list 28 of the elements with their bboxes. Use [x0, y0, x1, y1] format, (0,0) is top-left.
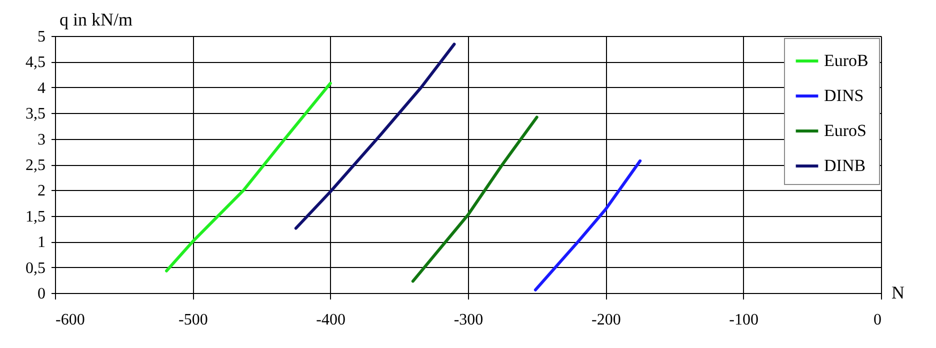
y-tick-label: 0	[38, 286, 46, 302]
legend-label: EuroS	[824, 121, 866, 140]
y-axis-title: q in kN/m	[60, 10, 133, 30]
y-tick-label: 0,5	[26, 260, 46, 277]
y-tick-label: 2,5	[26, 157, 46, 174]
line-series	[411, 116, 538, 283]
y-tick-label: 4,5	[26, 54, 46, 72]
legend-label: EuroB	[824, 51, 868, 70]
x-tick-label: -200	[592, 312, 621, 328]
line-series	[294, 42, 456, 230]
y-tick-label: 4	[38, 80, 46, 97]
x-axis-title: N	[892, 282, 904, 302]
x-tick-label: -600	[56, 312, 85, 328]
line-series	[534, 159, 642, 292]
y-tick-label: 1	[38, 234, 46, 252]
y-tick-label: 5	[38, 28, 46, 46]
x-tick-label: -400	[316, 312, 346, 328]
y-tick-label: 2	[38, 182, 46, 200]
x-tick-label: -100	[729, 312, 758, 328]
x-tick-label: -300	[454, 312, 484, 328]
legend-label: DINS	[824, 86, 864, 105]
y-tick-label: 1,5	[26, 208, 46, 226]
y-tick-label: 3,5	[26, 106, 46, 123]
line-series	[165, 82, 332, 272]
x-tick-label: 0	[874, 312, 882, 328]
x-tick-label: -500	[178, 312, 208, 328]
y-tick-label: 3	[38, 131, 46, 148]
legend-label: DINB	[824, 156, 866, 175]
